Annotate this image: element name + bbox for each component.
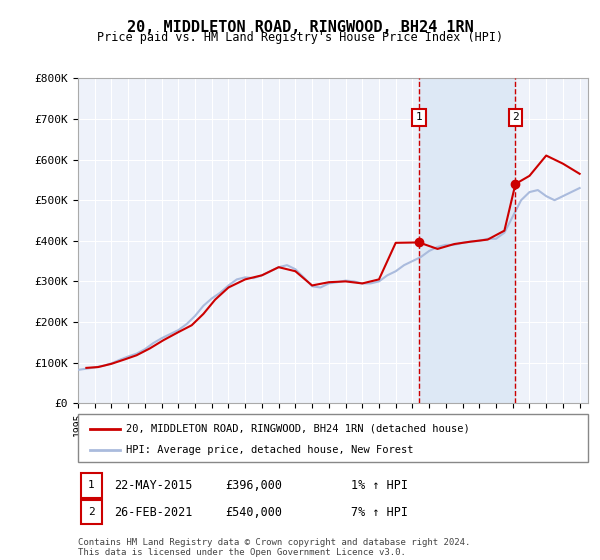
Text: 22-MAY-2015: 22-MAY-2015 (114, 479, 193, 492)
Text: 20, MIDDLETON ROAD, RINGWOOD, BH24 1RN (detached house): 20, MIDDLETON ROAD, RINGWOOD, BH24 1RN (… (126, 424, 470, 433)
Text: Price paid vs. HM Land Registry's House Price Index (HPI): Price paid vs. HM Land Registry's House … (97, 31, 503, 44)
Text: 7% ↑ HPI: 7% ↑ HPI (351, 506, 408, 519)
Text: 2: 2 (88, 507, 95, 517)
Text: Contains HM Land Registry data © Crown copyright and database right 2024.
This d: Contains HM Land Registry data © Crown c… (78, 538, 470, 557)
Text: 1: 1 (88, 480, 95, 490)
Text: 2: 2 (512, 113, 519, 123)
Text: 20, MIDDLETON ROAD, RINGWOOD, BH24 1RN: 20, MIDDLETON ROAD, RINGWOOD, BH24 1RN (127, 20, 473, 35)
Text: 1: 1 (416, 113, 422, 123)
Text: 1% ↑ HPI: 1% ↑ HPI (351, 479, 408, 492)
Text: £540,000: £540,000 (225, 506, 282, 519)
Text: 26-FEB-2021: 26-FEB-2021 (114, 506, 193, 519)
Bar (419, 78, 515, 403)
Text: £396,000: £396,000 (225, 479, 282, 492)
Text: HPI: Average price, detached house, New Forest: HPI: Average price, detached house, New … (126, 445, 413, 455)
